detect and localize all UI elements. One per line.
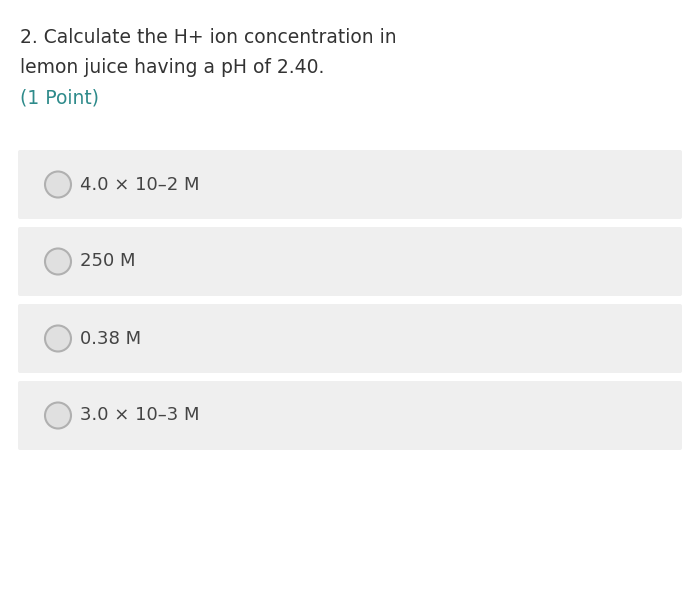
Circle shape [45,402,71,428]
Circle shape [45,326,71,352]
Circle shape [45,172,71,198]
Circle shape [45,248,71,274]
Text: 4.0 × 10–2 M: 4.0 × 10–2 M [80,176,200,193]
FancyBboxPatch shape [18,381,682,450]
FancyBboxPatch shape [18,150,682,219]
Text: lemon juice having a pH of 2.40.: lemon juice having a pH of 2.40. [20,58,324,77]
Text: 0.38 M: 0.38 M [80,330,141,347]
Text: (1 Point): (1 Point) [20,88,99,107]
FancyBboxPatch shape [18,227,682,296]
Text: 3.0 × 10–3 M: 3.0 × 10–3 M [80,406,200,425]
Text: 250 M: 250 M [80,252,136,271]
Text: 2. Calculate the H+ ion concentration in: 2. Calculate the H+ ion concentration in [20,28,397,47]
FancyBboxPatch shape [18,304,682,373]
